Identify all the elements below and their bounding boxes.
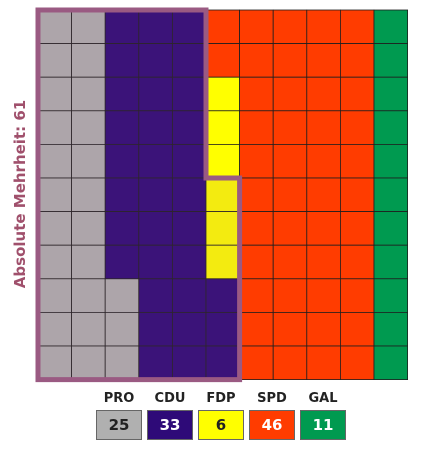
seat-gal <box>373 311 408 347</box>
seat-gal <box>373 244 408 280</box>
seat-spd <box>339 177 375 212</box>
seat-cdu <box>138 211 173 246</box>
seat-spd <box>272 43 308 78</box>
seat-spd <box>339 76 375 112</box>
seat-cdu <box>104 211 140 246</box>
seat-spd <box>339 110 375 145</box>
seat-spd <box>239 345 274 380</box>
seat-cdu <box>104 177 140 212</box>
seat-spd <box>239 110 274 145</box>
seat-cdu <box>138 110 173 145</box>
seat-cdu <box>171 9 207 44</box>
seat-gal <box>373 177 408 212</box>
seat-pro <box>71 278 106 313</box>
seat-spd <box>272 143 308 179</box>
seat-spd <box>272 278 308 313</box>
seat-spd <box>306 76 341 112</box>
seat-spd <box>339 143 375 179</box>
seat-spd <box>205 43 240 78</box>
seat-cdu <box>104 143 140 179</box>
seat-cdu <box>171 345 207 380</box>
seat-spd <box>306 211 341 246</box>
seat-spd <box>339 345 375 380</box>
seat-spd <box>239 211 274 246</box>
seat-pro <box>71 211 106 246</box>
seat-spd <box>239 43 274 78</box>
seat-spd <box>339 9 375 44</box>
seat-pro <box>71 345 106 380</box>
seat-pro <box>37 43 72 78</box>
seat-spd <box>239 143 274 179</box>
seat-spd <box>306 177 341 212</box>
seat-gal <box>373 43 408 78</box>
seat-spd <box>239 278 274 313</box>
seat-gal <box>373 143 408 179</box>
seat-gal <box>373 9 408 44</box>
seat-cdu <box>171 143 207 179</box>
seat-pro <box>71 143 106 179</box>
seat-spd <box>306 43 341 78</box>
seat-spd <box>239 244 274 280</box>
seat-spd <box>339 278 375 313</box>
seat-pro <box>71 76 106 112</box>
seat-cdu <box>171 311 207 347</box>
seat-spd <box>205 9 240 44</box>
seat-spd <box>306 110 341 145</box>
seat-spd <box>306 278 341 313</box>
seat-spd <box>239 76 274 112</box>
majority-outline <box>35 7 243 383</box>
seat-fdp <box>205 143 240 179</box>
seat-spd <box>272 211 308 246</box>
seat-cdu <box>171 177 207 212</box>
seat-cdu <box>138 311 173 347</box>
seat-spd <box>272 311 308 347</box>
seat-pro <box>71 311 106 347</box>
seat-spd <box>306 143 341 179</box>
seat-spd <box>306 311 341 347</box>
seat-pro <box>71 244 106 280</box>
seat-spd <box>339 311 375 347</box>
seat-cdu <box>171 110 207 145</box>
seat-spd <box>272 177 308 212</box>
seat-pro <box>104 278 140 313</box>
seat-cdu <box>171 43 207 78</box>
seat-spd <box>239 311 274 347</box>
seat-cdu <box>138 278 173 313</box>
seat-cdu <box>104 9 140 44</box>
seat-spd <box>272 110 308 145</box>
seat-spd <box>239 177 274 212</box>
seat-spd <box>306 9 341 44</box>
seat-spd <box>306 244 341 280</box>
seat-pro <box>37 311 72 347</box>
seat-fdp <box>205 110 240 145</box>
seat-spd <box>272 76 308 112</box>
seat-spd <box>306 345 341 380</box>
seat-spd <box>339 43 375 78</box>
seat-cdu <box>171 76 207 112</box>
seat-cdu <box>171 278 207 313</box>
seat-gal <box>373 110 408 145</box>
seat-pro <box>71 177 106 212</box>
seat-spd <box>272 244 308 280</box>
seat-cdu <box>205 278 240 313</box>
majority-label: Absolute Mehrheit: 61 <box>11 99 29 289</box>
seat-spd <box>272 345 308 380</box>
seat-gal <box>373 76 408 112</box>
seat-spd <box>339 211 375 246</box>
seat-cdu <box>138 76 173 112</box>
seat-spd <box>339 244 375 280</box>
seat-spd <box>239 9 274 44</box>
seat-cdu <box>171 211 207 246</box>
seat-gal <box>373 278 408 313</box>
seat-gal <box>373 345 408 380</box>
seat-cdu <box>205 345 240 380</box>
seat-fdp <box>205 76 240 112</box>
seat-pro <box>71 9 106 44</box>
seat-spd <box>272 9 308 44</box>
seat-gal <box>373 211 408 246</box>
